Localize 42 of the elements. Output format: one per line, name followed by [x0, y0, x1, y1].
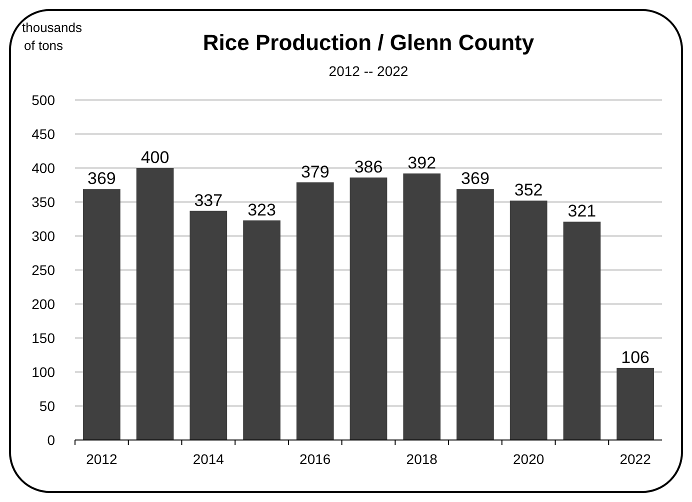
x-tick-label: 2016	[300, 451, 331, 467]
bar	[136, 168, 174, 440]
bar	[616, 368, 654, 440]
x-tick-label: 2022	[620, 451, 652, 467]
bar	[510, 200, 548, 440]
y-tick-label: 250	[32, 262, 56, 278]
bar	[296, 182, 334, 440]
bar	[243, 220, 280, 440]
data-label: 323	[248, 200, 276, 220]
data-label: 337	[194, 190, 223, 210]
y-axis-title: thousands of tons	[22, 20, 82, 53]
data-label: 352	[514, 180, 543, 200]
data-label: 106	[621, 348, 650, 367]
bar	[350, 178, 388, 440]
y-tick-label: 300	[32, 228, 56, 244]
bar	[456, 189, 494, 440]
y-tick-label: 50	[39, 398, 56, 414]
y-tick-label: 400	[32, 160, 56, 176]
y-tick-label: 0	[47, 432, 56, 448]
y-tick-label: 500	[32, 92, 56, 108]
y-tick-label: 100	[32, 364, 56, 380]
x-tick-label: 2020	[513, 451, 544, 467]
chart-title: Rice Production / Glenn County	[202, 30, 535, 55]
bar	[563, 222, 601, 440]
data-label: 379	[300, 162, 330, 182]
x-tick-label: 2012	[86, 451, 118, 467]
y-tick-label: 150	[32, 330, 56, 346]
y-tick-label: 350	[32, 194, 56, 210]
data-label: 386	[354, 158, 383, 177]
data-label: 369	[87, 169, 116, 188]
chart-subtitle: 2012 -- 2022	[328, 63, 408, 79]
bar	[190, 210, 228, 440]
data-label: 392	[408, 153, 436, 172]
y-tick-label: 450	[32, 126, 56, 142]
x-tick-label: 2018	[406, 451, 438, 467]
data-label: 369	[461, 169, 490, 188]
data-label: 400	[140, 148, 170, 167]
y-tick-label: 200	[32, 296, 56, 312]
bar	[403, 173, 441, 440]
x-tick-label: 2014	[192, 451, 224, 467]
bar	[83, 189, 120, 440]
data-label: 321	[568, 202, 596, 221]
